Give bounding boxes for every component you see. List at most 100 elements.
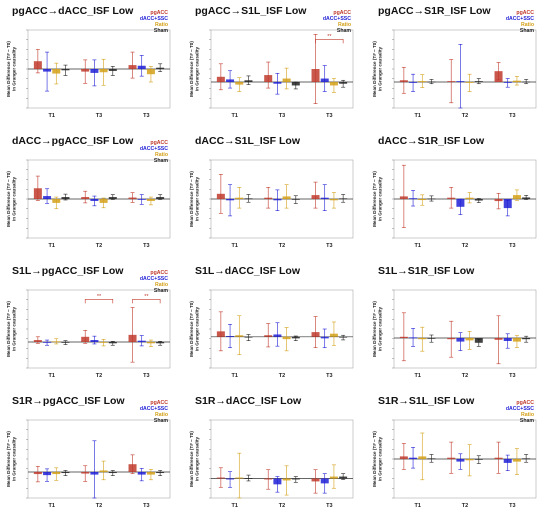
x-tick-label: T3 [96,113,102,119]
plot-frame [210,419,354,499]
y-axis-label: Mean Difference (T# − T0)in Granger caus… [6,431,17,487]
legend-entry: pgACC [150,400,168,406]
y-axis-label: Mean Difference (T# − T0)in Granger caus… [189,171,200,227]
y-axis-label: Mean Difference (T# − T0)in Granger caus… [372,171,383,227]
legend-entry: dACC+SSC [140,406,168,412]
y-axis-label: Mean Difference (T# − T0)in Granger caus… [372,431,383,487]
y-axis-label-line: in Granger causality [195,46,200,91]
legend-entry: Ratio [155,282,168,288]
x-tick-label: T2 [462,373,468,379]
x-tick-label: T3 [509,243,515,249]
significance-label: ** [144,294,149,300]
legend-entry: Sham [520,28,535,34]
chart-panel: S1L→pgACC_ISF Low Mean Difference (T# − T… [6,265,171,379]
plot-frame [393,29,537,109]
x-tick-label: T1 [231,503,237,509]
significance-bracket [84,299,114,304]
plot-frame [393,289,537,369]
y-axis-label-line: Mean Difference (T# − T0) [6,41,11,97]
chart-title: pgACC→dACC_ISF Low [12,5,134,17]
legend-entry: Sham [154,288,169,294]
y-axis-label-line: in Granger causality [378,46,383,91]
y-axis-label-line: in Granger causality [12,176,17,221]
x-tick-label: T2 [462,113,468,119]
chart-panel: dACC→pgACC_ISF Low Mean Difference (T# − … [6,135,171,249]
x-tick-label: T2 [279,243,285,249]
y-axis-label: Mean Difference (T# − T0)in Granger caus… [189,431,200,487]
chart-panel: S1R→S1L_ISF Low Mean Difference (T# − T0)… [372,395,537,509]
y-axis-label-line: Mean Difference (T# − T0) [6,431,11,487]
x-tick-label: T3 [509,113,515,119]
legend-entry: Sham [154,418,169,424]
legend-entry: dACC+SSC [140,16,168,22]
chart-panel: S1R→pgACC_ISF Low Mean Difference (T# − T… [6,395,171,509]
y-axis-label: Mean Difference (T# − T0)in Granger caus… [372,41,383,97]
x-tick-label: T1 [414,243,420,249]
chart-title: dACC→S1R_ISF Low [378,135,485,147]
y-axis-label-line: in Granger causality [195,176,200,221]
x-tick-label: T2 [279,373,285,379]
x-tick-label: T2 [96,503,102,509]
chart-title: pgACC→S1L_ISF Low [195,5,307,17]
y-axis-label-line: Mean Difference (T# − T0) [6,171,11,227]
legend-entry: Sham [337,28,352,34]
x-tick-label: T1 [48,503,54,509]
x-tick-label: T3 [326,243,332,249]
y-axis-label-line: in Granger causality [378,176,383,221]
chart-panel: S1L→S1R_ISF Low Mean Difference (T# − T0)… [372,265,537,379]
x-tick-label: T3 [279,113,285,119]
y-axis-label-line: in Granger causality [378,306,383,351]
x-tick-label: T1 [48,113,54,119]
chart-panel: pgACC→S1L_ISF Low Mean Difference (T# − T… [189,5,354,119]
legend-entry: Ratio [155,412,168,418]
x-tick-label: T1 [231,113,237,119]
plot-frame [210,289,354,369]
y-axis-label-line: in Granger causality [12,46,17,91]
chart-title: S1R→S1L_ISF Low [378,395,475,407]
y-axis-label-line: Mean Difference (T# − T0) [189,171,194,227]
legend-entry: Ratio [521,412,534,418]
chart-panel: dACC→S1L_ISF Low Mean Difference (T# − T0… [189,135,354,249]
legend-entry: dACC+SSC [506,406,534,412]
y-axis-label-line: Mean Difference (T# − T0) [372,431,377,487]
y-axis-label-line: in Granger causality [12,306,17,351]
y-axis-label-line: in Granger causality [12,436,17,481]
x-tick-label: T3 [143,113,149,119]
x-tick-label: T1 [414,503,420,509]
legend-entry: dACC+SSC [140,276,168,282]
legend-entry: dACC+SSC [323,16,351,22]
legend-entry: pgACC [150,140,168,146]
legend-entry: pgACC [333,10,351,16]
x-tick-label: T2 [462,503,468,509]
chart-panel: S1R→dACC_ISF Low Mean Difference (T# − T0… [189,395,354,509]
chart-panel: pgACC→dACC_ISF Low Mean Difference (T# − … [6,5,171,119]
x-tick-label: T3 [326,373,332,379]
chart-title: S1R→dACC_ISF Low [195,395,302,407]
y-axis-label-line: Mean Difference (T# − T0) [189,431,194,487]
y-axis-label-line: Mean Difference (T# − T0) [372,301,377,357]
y-axis-label-line: in Granger causality [195,436,200,481]
x-tick-label: T2 [462,243,468,249]
y-axis-label-line: Mean Difference (T# − T0) [189,301,194,357]
chart-title: pgACC→S1R_ISF Low [378,5,491,17]
y-axis-label: Mean Difference (T# − T0)in Granger caus… [189,41,200,97]
legend-entry: pgACC [516,400,534,406]
x-tick-label: T1 [231,373,237,379]
legend-entry: Ratio [338,22,351,28]
legend-entry: Ratio [155,22,168,28]
significance-label: ** [97,294,102,300]
y-axis-label: Mean Difference (T# − T0)in Granger caus… [372,301,383,357]
x-tick-label: T3 [143,503,149,509]
y-axis-label-line: in Granger causality [378,436,383,481]
x-tick-label: T3 [326,503,332,509]
x-tick-label: T1 [414,373,420,379]
legend-entry: Sham [154,158,169,164]
y-axis-label-line: Mean Difference (T# − T0) [372,171,377,227]
chart-title: S1L→S1R_ISF Low [378,265,475,277]
x-tick-label: T3 [509,503,515,509]
significance-bracket [315,39,344,44]
legend-entry: dACC+SSC [506,16,534,22]
legend-entry: pgACC [150,270,168,276]
x-tick-label: T1 [48,243,54,249]
